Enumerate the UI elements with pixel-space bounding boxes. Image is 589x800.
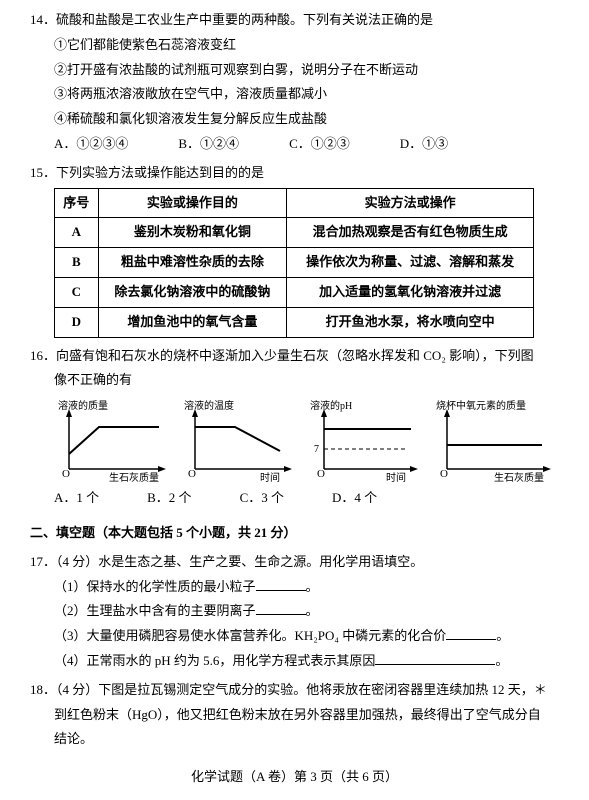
q15-table: 序号 实验或操作目的 实验方法或操作 A鉴别木炭粉和氧化铜混合加热观察是否有红色… xyxy=(54,188,534,338)
table-row: D增加鱼池中的氧气含量打开鱼池水泵，将水喷向空中 xyxy=(55,307,534,337)
q14-opt-c: C．①②③ xyxy=(289,134,350,155)
chart-c: 溶液的pH O 7 时间 xyxy=(306,399,426,484)
svg-text:O: O xyxy=(317,468,325,480)
q18-l2: 到红色粉末（HgO），他又把红色粉末放在另外容器里加强热，最终得出了空气成分自 xyxy=(30,705,559,726)
page-footer: 化学试题（A 卷）第 3 页（共 6 页） xyxy=(0,767,589,788)
chart-a-ylabel: 溶液的质量 xyxy=(58,399,108,412)
chart-b-xlabel: 时间 xyxy=(260,471,280,484)
q14-s3: ③将两瓶浓溶液敞放在空气中，溶液质量都减小 xyxy=(30,84,559,105)
blank-field[interactable] xyxy=(256,601,306,615)
q16-stem2: 像不正确的有 xyxy=(30,370,559,391)
q17-num: 17． xyxy=(30,554,56,569)
svg-text:O: O xyxy=(188,468,196,480)
th-seq: 序号 xyxy=(55,188,99,218)
q14-s1: ①它们都能使紫色石蕊溶液变红 xyxy=(30,35,559,56)
q16-opt-a: A．1 个 xyxy=(54,488,99,509)
section-2-header: 二、填空题（本大题包括 5 个小题，共 21 分） xyxy=(30,523,559,544)
table-row: C除去氯化钠溶液中的硫酸钠加入适量的氢氧化钠溶液并过滤 xyxy=(55,277,534,307)
chart-c-xlabel: 时间 xyxy=(386,471,406,484)
table-row: A鉴别木炭粉和氧化铜混合加热观察是否有红色物质生成 xyxy=(55,218,534,248)
q14-s2: ②打开盛有浓盐酸的试剂瓶可观察到白雾，说明分子在不断运动 xyxy=(30,60,559,81)
q14-options: A．①②③④ B．①②④ C．①②③ D．①③ xyxy=(30,134,559,155)
q16-charts: 溶液的质量 O 生石灰质量 溶液的温度 O 时间 xyxy=(30,399,559,484)
chart-a: 溶液的质量 O 生石灰质量 xyxy=(54,399,174,484)
q14-s4: ④稀硫酸和氯化钡溶液发生复分解反应生成盐酸 xyxy=(30,109,559,130)
q17-s3: （3）大量使用磷肥容易使水体富营养化。KH₂PO₄ 中磷元素的化合价。 xyxy=(30,626,559,647)
q16-opt-c: C．3 个 xyxy=(240,488,284,509)
chart-c-ylabel: 溶液的pH xyxy=(310,399,352,412)
question-17: 17．（4 分）水是生态之基、生产之要、生命之源。用化学用语填空。 （1）保持水… xyxy=(30,552,559,672)
question-16: 16．向盛有饱和石灰水的烧杯中逐渐加入少量生石灰（忽略水挥发和 CO₂ 影响），… xyxy=(30,346,559,509)
chart-c-tick7: 7 xyxy=(314,444,319,455)
chart-b: 溶液的温度 O 时间 xyxy=(180,399,300,484)
q17-s4: （4）正常雨水的 pH 约为 5.6，用化学方程式表示其原因。 xyxy=(30,651,559,672)
q16-options: A．1 个 B．2 个 C．3 个 D．4 个 xyxy=(30,488,559,509)
q14-opt-b: B．①②④ xyxy=(178,134,239,155)
q16-opt-b: B．2 个 xyxy=(147,488,191,509)
chart-d-xlabel: 生石灰质量 xyxy=(494,471,544,484)
q16-num: 16． xyxy=(30,348,56,363)
chart-b-ylabel: 溶液的温度 xyxy=(184,399,234,412)
q18-num: 18． xyxy=(30,682,56,697)
th-method: 实验方法或操作 xyxy=(287,188,534,218)
svg-text:O: O xyxy=(440,468,448,480)
q16-stem1: 16．向盛有饱和石灰水的烧杯中逐渐加入少量生石灰（忽略水挥发和 CO₂ 影响），… xyxy=(30,346,559,367)
th-purpose: 实验或操作目的 xyxy=(98,188,287,218)
q18-l3: 结论。 xyxy=(30,729,559,750)
q17-s2: （2）生理盐水中含有的主要阴离子。 xyxy=(30,601,559,622)
q18-l1: 18．（4 分）下图是拉瓦锡测定空气成分的实验。他将汞放在密闭容器里连续加热 1… xyxy=(30,680,559,701)
q15-num: 15． xyxy=(30,165,56,180)
q14-stem: 14．硫酸和盐酸是工农业生产中重要的两种酸。下列有关说法正确的是 xyxy=(30,10,559,31)
blank-field[interactable] xyxy=(375,651,495,665)
q16-opt-d: D．4 个 xyxy=(332,488,377,509)
q17-s1: （1）保持水的化学性质的最小粒子。 xyxy=(30,577,559,598)
question-15: 15．下列实验方法或操作能达到目的的是 序号 实验或操作目的 实验方法或操作 A… xyxy=(30,163,559,338)
chart-d-ylabel: 烧杯中氧元素的质量 xyxy=(436,399,526,412)
question-18: 18．（4 分）下图是拉瓦锡测定空气成分的实验。他将汞放在密闭容器里连续加热 1… xyxy=(30,680,559,750)
blank-field[interactable] xyxy=(256,577,306,591)
table-header-row: 序号 实验或操作目的 实验方法或操作 xyxy=(55,188,534,218)
table-row: B粗盐中难溶性杂质的去除操作依次为称量、过滤、溶解和蒸发 xyxy=(55,248,534,278)
q14-opt-a: A．①②③④ xyxy=(54,134,128,155)
chart-a-xlabel: 生石灰质量 xyxy=(109,471,159,484)
svg-text:O: O xyxy=(62,468,70,480)
q17-stem: 17．（4 分）水是生态之基、生产之要、生命之源。用化学用语填空。 xyxy=(30,552,559,573)
q14-num: 14． xyxy=(30,12,56,27)
blank-field[interactable] xyxy=(446,626,496,640)
q14-opt-d: D．①③ xyxy=(400,134,448,155)
chart-d: 烧杯中氧元素的质量 O 生石灰质量 xyxy=(432,399,552,484)
question-14: 14．硫酸和盐酸是工农业生产中重要的两种酸。下列有关说法正确的是 ①它们都能使紫… xyxy=(30,10,559,155)
q15-stem: 15．下列实验方法或操作能达到目的的是 xyxy=(30,163,559,184)
